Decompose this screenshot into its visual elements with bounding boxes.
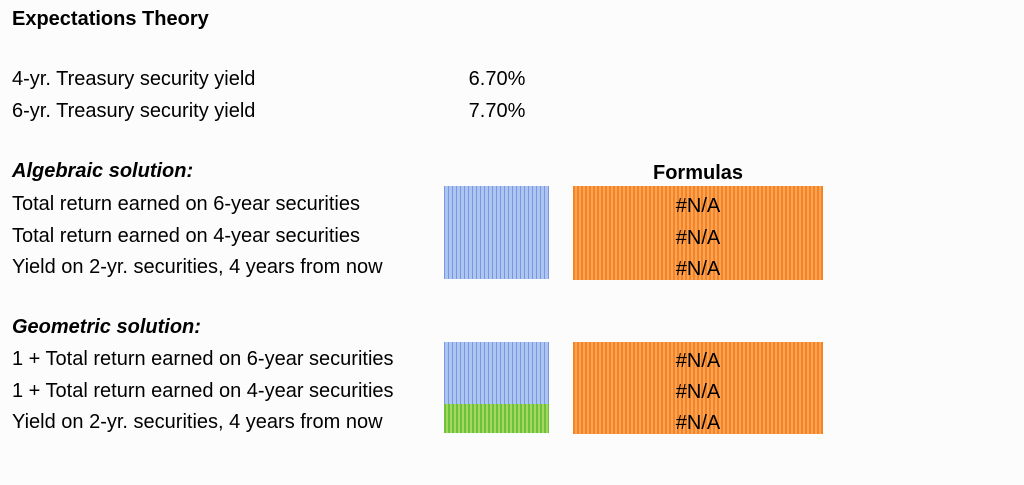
geometric-formula-value[interactable]: #N/A <box>675 350 721 372</box>
input-label-6yr: 6-yr. Treasury security yield <box>12 100 256 122</box>
algebraic-row-label: Yield on 2-yr. securities, 4 years from … <box>12 256 383 278</box>
geometric-row-label: 1 + Total return earned on 4-year securi… <box>12 380 394 402</box>
algebraic-formula-value[interactable]: #N/A <box>675 258 721 280</box>
algebraic-row-label: Total return earned on 4-year securities <box>12 225 360 247</box>
geometric-answer-cells-blue[interactable] <box>444 342 549 404</box>
geometric-formula-value[interactable]: #N/A <box>675 381 721 403</box>
algebraic-formula-value[interactable]: #N/A <box>675 227 721 249</box>
geometric-heading: Geometric solution: <box>12 316 201 338</box>
algebraic-formula-value[interactable]: #N/A <box>675 195 721 217</box>
geometric-answer-cell-green[interactable] <box>444 404 549 433</box>
geometric-answer-cells[interactable] <box>444 342 549 433</box>
input-label-4yr: 4-yr. Treasury security yield <box>12 68 256 90</box>
geometric-row-label: Yield on 2-yr. securities, 4 years from … <box>12 411 383 433</box>
algebraic-formula-cells-orange[interactable] <box>573 186 823 280</box>
input-value-4yr[interactable]: 6.70% <box>468 68 526 90</box>
geometric-row-label: 1 + Total return earned on 6-year securi… <box>12 348 394 370</box>
formulas-header: Formulas <box>652 162 744 184</box>
geometric-formula-cells-orange[interactable] <box>573 342 823 434</box>
algebraic-answer-cells-blue[interactable] <box>444 186 549 279</box>
algebraic-heading: Algebraic solution: <box>12 160 194 182</box>
algebraic-row-label: Total return earned on 6-year securities <box>12 193 360 215</box>
input-value-6yr[interactable]: 7.70% <box>468 100 526 122</box>
geometric-formula-value[interactable]: #N/A <box>675 412 721 434</box>
sheet-title: Expectations Theory <box>12 8 209 30</box>
